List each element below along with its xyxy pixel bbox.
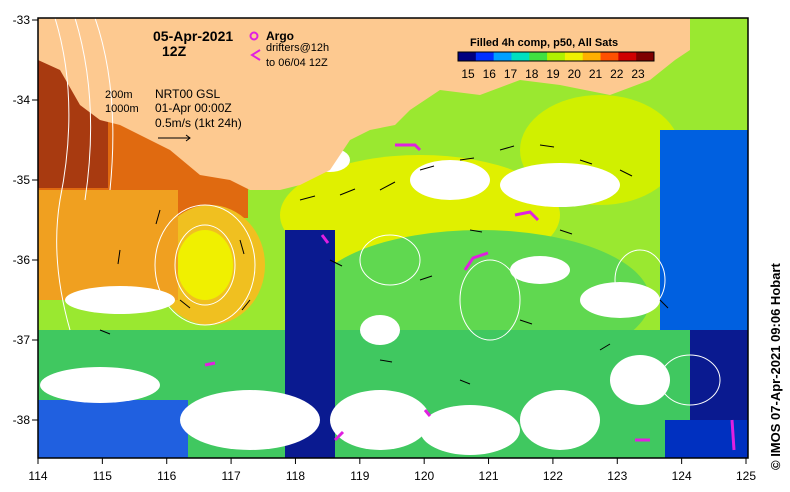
x-tick-label: 121	[479, 469, 499, 483]
colorbar: 15 16 17 18 19 20 21 22 23	[457, 51, 655, 81]
x-tick-label: 118	[286, 469, 305, 483]
sst-blue-southeast	[665, 420, 748, 458]
x-tick-label: 124	[672, 469, 692, 483]
x-tick-label: 125	[736, 469, 756, 483]
x-tick-label: 115	[93, 469, 112, 483]
hour-title: 12Z	[162, 43, 187, 59]
colorbar-tick-label: 15	[461, 67, 475, 81]
current-contours	[54, 18, 721, 406]
colorbar-swatch	[458, 52, 477, 61]
scale-arrow-icon	[158, 134, 191, 142]
colorbar-tick-label: 23	[631, 67, 645, 81]
y-tick-label: -36	[13, 253, 31, 267]
x-axis: 114 115 116 117 118 119 120 121 122 123 124 125	[28, 458, 756, 483]
colorbar-swatch	[600, 52, 619, 61]
colorbar-swatch	[493, 52, 512, 61]
colorbar-swatch	[636, 52, 655, 61]
colorbar-swatch	[547, 52, 566, 61]
sst-south-west-blue	[38, 400, 188, 458]
plot-frame	[37, 17, 749, 459]
land-west-coast-strip	[38, 18, 45, 60]
colorbar-tick-label: 22	[610, 67, 624, 81]
y-tick-label: -33	[13, 13, 31, 27]
colorbar-swatch	[582, 52, 602, 61]
y-tick-label: -34	[13, 93, 31, 107]
model-info-line2: 01-Apr 00:00Z	[155, 101, 232, 115]
model-info-line3: 0.5m/s (1kt 24h)	[155, 116, 242, 130]
y-tick-label: -35	[13, 173, 31, 187]
credit-text: © IMOS 07-Apr-2021 09:06 Hobart	[768, 263, 783, 470]
x-tick-label: 114	[28, 469, 47, 483]
colorbar-swatch	[618, 52, 637, 61]
colorbar-swatch	[511, 52, 530, 61]
x-tick-label: 123	[607, 469, 627, 483]
argo-label: Argo	[266, 29, 294, 43]
colorbar-swatch	[564, 52, 584, 61]
colorbar-tick-label: 17	[504, 67, 518, 81]
sst-deep-blue-east	[690, 330, 748, 430]
y-tick-label: -38	[13, 413, 31, 427]
y-axis: -33 -34 -35 -36 -37 -38	[13, 13, 38, 427]
current-vectors	[99, 144, 669, 385]
colorbar-swatch	[529, 52, 548, 61]
argo-symbol-icon	[249, 31, 259, 41]
drifter-label-line1: drifters@12h	[266, 42, 329, 54]
colorbar-tick-label: 21	[589, 67, 603, 81]
colorbar-tick-label: 16	[483, 67, 497, 81]
sst-east-blue	[660, 130, 748, 330]
date-title: 05-Apr-2021	[153, 28, 233, 44]
depth-1000m-label: 1000m	[105, 103, 139, 115]
sst-orange-south-west	[38, 190, 178, 300]
colorbar-tick-label: 18	[525, 67, 539, 81]
x-tick-label: 116	[157, 469, 176, 483]
depth-200m-label: 200m	[105, 89, 133, 101]
y-tick-label: -37	[13, 333, 31, 347]
map-plot-area	[38, 18, 748, 458]
colorbar-frame	[457, 51, 655, 62]
colorbar-tick-label: 20	[568, 67, 582, 81]
cloud-cover	[40, 148, 670, 455]
drifter-symbol-icon	[250, 49, 261, 61]
x-tick-label: 120	[414, 469, 434, 483]
drifter-label-line2: to 06/04 12Z	[266, 57, 328, 69]
colorbar-swatch	[475, 52, 495, 61]
x-tick-label: 119	[350, 469, 369, 483]
colorbar-title: Filled 4h comp, p50, All Sats	[470, 37, 618, 49]
argo-drifter-tracks	[204, 143, 736, 451]
x-tick-label: 117	[222, 469, 241, 483]
model-info-line1: NRT00 GSL	[155, 87, 220, 101]
x-tick-label: 122	[543, 469, 563, 483]
colorbar-tick-label: 19	[546, 67, 560, 81]
sst-warm-eddy-core	[177, 230, 233, 300]
